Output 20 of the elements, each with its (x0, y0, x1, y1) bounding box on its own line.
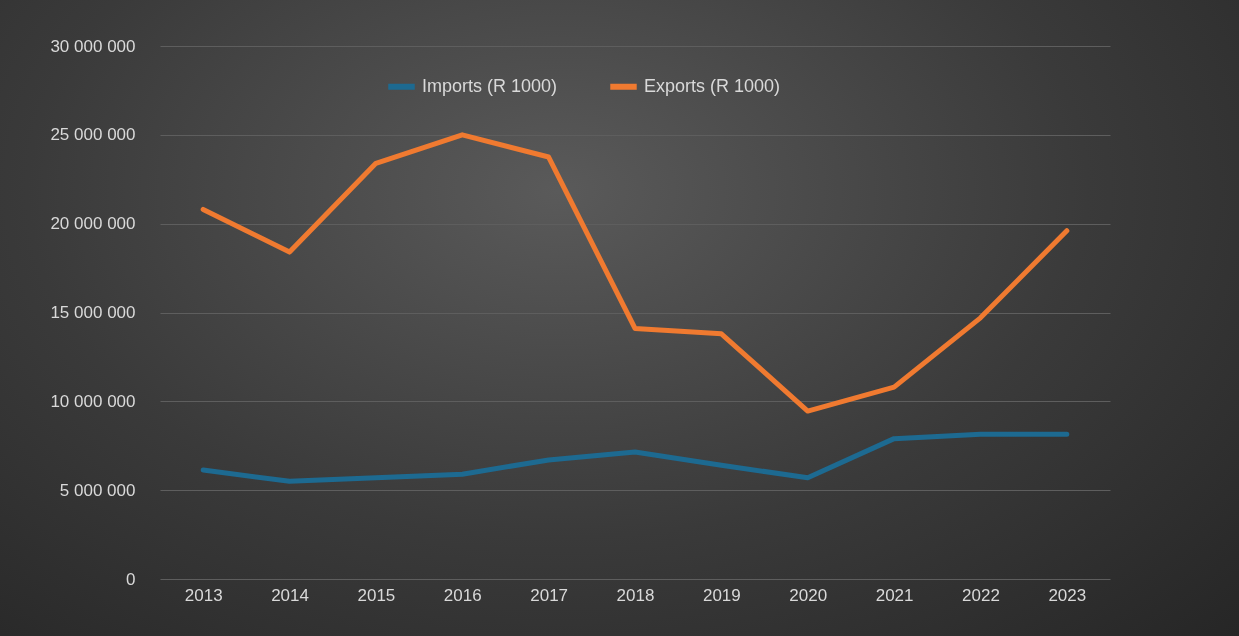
x-tick-label: 2020 (789, 585, 828, 605)
y-tick-label: 25 000 000 (50, 125, 136, 145)
x-tick-label: 2021 (875, 585, 914, 605)
legend-label: Imports (R 1000) (422, 75, 558, 96)
y-tick-label: 15 000 000 (50, 303, 136, 322)
legend-label: Exports (R 1000) (644, 75, 781, 96)
y-tick-label: 30 000 000 (50, 36, 136, 56)
y-tick-label: 0 (126, 569, 136, 589)
x-tick-label: 2016 (443, 585, 482, 605)
x-tick-label: 2019 (702, 585, 741, 605)
x-tick-label: 2022 (962, 585, 1000, 605)
y-tick-label: 5 000 000 (59, 480, 136, 500)
x-tick-label: 2018 (616, 585, 655, 605)
x-tick-label: 2013 (184, 585, 223, 605)
x-tick-label: 2023 (1048, 585, 1087, 605)
x-tick-label: 2017 (530, 585, 569, 605)
x-tick-label: 2015 (357, 585, 396, 605)
y-tick-label: 10 000 000 (50, 391, 136, 411)
x-tick-label: 2014 (271, 585, 309, 605)
y-tick-label: 20 000 000 (50, 214, 136, 234)
